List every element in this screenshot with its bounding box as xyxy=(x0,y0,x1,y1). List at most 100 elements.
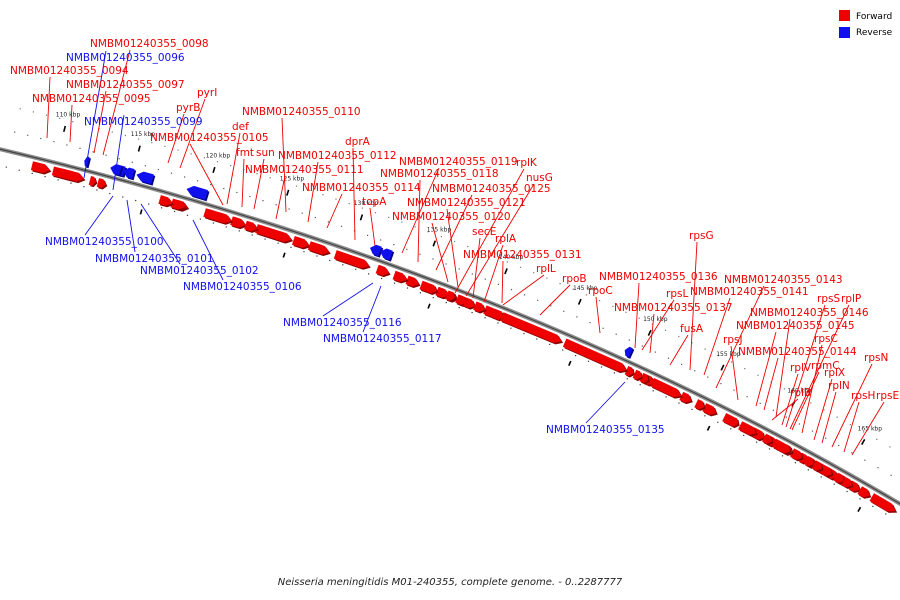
gene-arrow[interactable] xyxy=(370,244,382,257)
gene-label[interactable]: rplN xyxy=(828,380,850,392)
gene-label[interactable]: NMBM01240355_0105 xyxy=(150,132,269,144)
gene-arrow[interactable] xyxy=(500,312,562,343)
gene-label[interactable]: NMBM01240355_0100 xyxy=(45,236,164,248)
gene-label[interactable]: NMBM01240355_0111 xyxy=(245,164,364,176)
gene-arrow[interactable] xyxy=(473,301,485,313)
gene-label[interactable]: pyrI xyxy=(197,87,217,99)
gene-label[interactable]: NMBM01240355_0117 xyxy=(323,333,442,345)
gene-arrow[interactable] xyxy=(435,286,449,298)
gene-label[interactable]: dprA xyxy=(345,136,371,148)
gene-label[interactable]: sun xyxy=(256,147,275,159)
gene-arrow[interactable] xyxy=(821,465,832,477)
gene-arrow[interactable] xyxy=(762,433,772,444)
gene-label[interactable]: NMBM01240355_0096 xyxy=(66,52,185,64)
gene-label[interactable]: rpsH xyxy=(851,390,875,402)
gene-label[interactable]: NMBM01240355_0099 xyxy=(84,116,203,128)
gene-arrow[interactable] xyxy=(405,275,420,287)
gene-label[interactable]: NMBM01240355_0106 xyxy=(183,281,302,293)
gene-label[interactable]: rpsC xyxy=(814,333,838,345)
gene-arrow[interactable] xyxy=(445,290,455,301)
gene-label[interactable]: NMBM01240355_0144 xyxy=(738,346,857,358)
gene-arrow[interactable] xyxy=(307,241,330,255)
gene-arrow[interactable] xyxy=(754,429,765,440)
gene-arrow[interactable] xyxy=(123,167,135,179)
gene-label[interactable]: NMBM01240355_0146 xyxy=(750,307,869,319)
gene-label[interactable]: NMBM01240355_0135 xyxy=(546,424,665,436)
gene-arrow[interactable] xyxy=(463,297,475,309)
gene-label[interactable]: NMBM01240355_0119 xyxy=(399,156,518,168)
gene-arrow[interactable] xyxy=(455,294,467,305)
gene-arrow[interactable] xyxy=(791,449,802,460)
gene-label[interactable]: rplL xyxy=(536,263,556,275)
gene-arrow[interactable] xyxy=(729,416,739,427)
gene-label[interactable]: rpsG xyxy=(689,230,714,242)
gene-label[interactable]: rplA xyxy=(495,233,517,245)
gene-arrow[interactable] xyxy=(803,456,814,467)
gene-label[interactable]: rpsE xyxy=(876,390,899,402)
gene-label[interactable]: rplB xyxy=(790,387,811,399)
gene-label[interactable]: NMBM01240355_0097 xyxy=(66,79,185,91)
gene-arrow[interactable] xyxy=(650,378,682,398)
gene-label[interactable]: NMBM01240355_0145 xyxy=(736,320,855,332)
gene-label[interactable]: topA xyxy=(362,196,387,208)
gene-arrow[interactable] xyxy=(158,195,173,206)
gene-label[interactable]: NMBM01240355_0110 xyxy=(242,106,361,118)
gene-arrow[interactable] xyxy=(380,248,393,261)
gene-label[interactable]: NMBM01240355_0112 xyxy=(278,150,397,162)
gene-arrow[interactable] xyxy=(632,369,642,380)
gene-label[interactable]: nusG xyxy=(526,172,553,184)
gene-label[interactable]: rpsN xyxy=(864,352,888,364)
gene-arrow[interactable] xyxy=(857,486,870,498)
gene-label[interactable]: NMBM01240355_0094 xyxy=(10,65,129,77)
gene-label[interactable]: NMBM01240355_0101 xyxy=(95,253,214,265)
gene-label[interactable]: NMBM01240355_0114 xyxy=(302,182,421,194)
gene-label[interactable]: NMBM01240355_0137 xyxy=(614,302,733,314)
gene-arrow[interactable] xyxy=(186,185,209,200)
gene-label[interactable]: NMBM01240355_0136 xyxy=(599,271,718,283)
gene-arrow[interactable] xyxy=(88,176,96,186)
gene-arrow[interactable] xyxy=(110,164,122,176)
gene-arrow[interactable] xyxy=(333,250,370,269)
gene-label[interactable]: NMBM01240355_0095 xyxy=(32,93,151,105)
gene-label[interactable]: NMBM01240355_0102 xyxy=(140,265,259,277)
gene-arrow[interactable] xyxy=(779,443,790,454)
gene-label[interactable]: NMBM01240355_0125 xyxy=(432,183,551,195)
gene-arrow[interactable] xyxy=(292,236,310,248)
gene-label[interactable]: rpsJ xyxy=(723,334,743,346)
gene-arrow[interactable] xyxy=(704,404,717,415)
gene-label[interactable]: pyrB xyxy=(176,102,200,114)
gene-arrow[interactable] xyxy=(624,346,633,358)
gene-arrow[interactable] xyxy=(214,211,232,224)
gene-label[interactable]: NMBM01240355_0116 xyxy=(283,317,402,329)
gene-label[interactable]: NMBM01240355_0131 xyxy=(463,249,582,261)
gene-label[interactable]: NMBM01240355_0120 xyxy=(392,211,511,223)
gene-arrow[interactable] xyxy=(833,472,844,483)
gene-label[interactable]: rpoB xyxy=(562,273,587,285)
gene-label[interactable]: rpoC xyxy=(588,285,613,297)
gene-arrow[interactable] xyxy=(841,477,852,488)
gene-arrow[interactable] xyxy=(495,310,503,320)
gene-arrow[interactable] xyxy=(170,198,186,210)
gene-arrow[interactable] xyxy=(244,220,258,232)
gene-label[interactable]: NMBM01240355_0143 xyxy=(724,274,843,286)
gene-arrow[interactable] xyxy=(679,391,692,403)
gene-arrow[interactable] xyxy=(375,264,390,276)
gene-label[interactable]: NMBM01240355_0121 xyxy=(407,197,526,209)
gene-arrow[interactable] xyxy=(869,493,896,512)
gene-arrow[interactable] xyxy=(84,156,90,167)
gene-label[interactable]: rplK xyxy=(516,157,538,169)
gene-label[interactable]: rplV xyxy=(790,362,812,374)
gene-arrow[interactable] xyxy=(275,230,292,243)
gene-label[interactable]: fusA xyxy=(680,323,704,335)
gene-label[interactable]: NMBM01240355_0118 xyxy=(380,168,499,180)
gene-arrow[interactable] xyxy=(136,171,154,185)
gene-arrow[interactable] xyxy=(694,399,705,410)
gene-label[interactable]: rplX xyxy=(824,367,845,379)
gene-arrow[interactable] xyxy=(425,283,437,294)
gene-arrow[interactable] xyxy=(811,460,822,471)
gene-label[interactable]: rpsS xyxy=(817,293,840,305)
gene-arrow[interactable] xyxy=(51,166,84,182)
gene-arrow[interactable] xyxy=(562,338,627,372)
gene-label[interactable]: rpmC xyxy=(811,360,840,372)
gene-label[interactable]: def xyxy=(232,121,249,133)
